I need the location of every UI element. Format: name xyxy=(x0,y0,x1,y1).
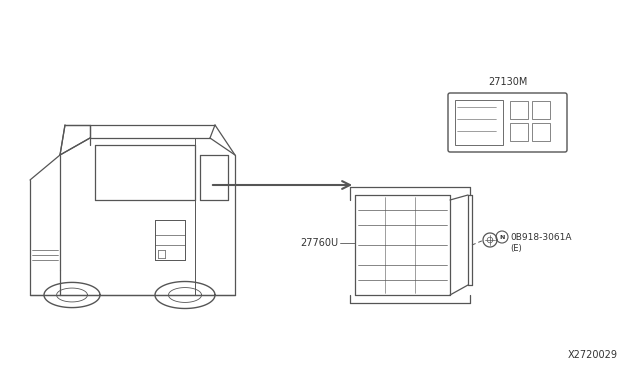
Text: 27130M: 27130M xyxy=(488,77,527,87)
Text: 27760U: 27760U xyxy=(300,238,338,248)
Text: 0B918-3061A: 0B918-3061A xyxy=(510,232,572,241)
Text: X2720029: X2720029 xyxy=(568,350,618,360)
Bar xyxy=(510,101,528,119)
Bar xyxy=(532,123,550,141)
Bar xyxy=(510,123,528,141)
Text: N: N xyxy=(499,235,505,240)
Bar xyxy=(455,100,503,145)
Text: (E): (E) xyxy=(510,244,522,253)
Bar xyxy=(532,101,550,119)
